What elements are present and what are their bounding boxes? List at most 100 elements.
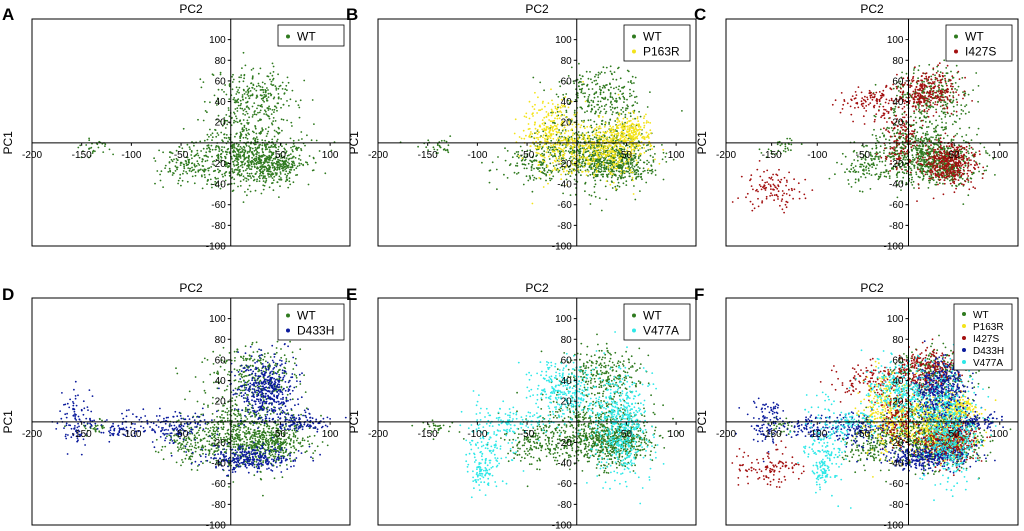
point [938, 115, 941, 117]
point [976, 133, 978, 136]
point [618, 170, 620, 173]
point [296, 147, 299, 150]
point [545, 125, 548, 128]
point [263, 144, 266, 147]
point [638, 155, 640, 158]
point [950, 140, 953, 142]
point [637, 125, 640, 128]
point [617, 164, 619, 167]
point [614, 154, 617, 156]
point [263, 96, 266, 98]
point [253, 131, 255, 134]
point [282, 160, 285, 163]
point [558, 110, 560, 113]
point [604, 158, 607, 160]
point [986, 165, 989, 168]
point [946, 147, 949, 150]
point [239, 135, 241, 138]
point [251, 86, 254, 89]
point [185, 156, 188, 159]
point [622, 92, 625, 95]
y-tick-label: -80 [211, 221, 226, 232]
point [597, 96, 599, 98]
point [573, 109, 576, 112]
point [538, 167, 541, 170]
point [280, 177, 282, 179]
point [567, 172, 570, 175]
point [931, 105, 933, 108]
point [261, 86, 264, 89]
point [935, 136, 937, 139]
point [952, 76, 955, 79]
point [633, 170, 636, 173]
point [538, 147, 541, 150]
point [643, 122, 645, 124]
point [265, 166, 267, 169]
point [581, 75, 584, 77]
point [259, 85, 262, 88]
point [903, 154, 906, 157]
point [892, 87, 895, 90]
point [228, 98, 231, 100]
point [245, 91, 247, 93]
point [945, 122, 947, 124]
point [627, 133, 630, 136]
point [271, 109, 274, 111]
point [613, 161, 616, 164]
point [615, 97, 618, 100]
point [580, 134, 583, 137]
point [275, 89, 278, 91]
point [259, 177, 261, 180]
point [247, 150, 249, 153]
point [290, 157, 292, 160]
point [224, 179, 227, 182]
point [562, 93, 565, 96]
point [209, 128, 211, 131]
point [920, 149, 923, 151]
point [935, 143, 937, 146]
point [241, 67, 243, 69]
point [923, 116, 926, 119]
point [904, 93, 906, 96]
point [214, 180, 217, 183]
point [79, 144, 82, 147]
point [930, 85, 933, 88]
point [553, 150, 556, 153]
point [542, 155, 544, 158]
point [609, 164, 612, 167]
point [628, 175, 631, 178]
point [269, 92, 272, 95]
point [559, 137, 562, 140]
point [285, 159, 287, 162]
point [623, 126, 626, 129]
point [922, 174, 925, 177]
point [581, 147, 584, 150]
point [260, 104, 263, 106]
point [581, 138, 583, 141]
point [658, 162, 661, 165]
point [549, 162, 552, 165]
point [959, 127, 961, 130]
point [629, 167, 632, 169]
point [206, 133, 209, 136]
point [620, 109, 623, 111]
point [535, 159, 538, 162]
y-tick-label: 20 [215, 118, 227, 129]
point [586, 125, 589, 128]
point [266, 161, 269, 164]
point [649, 143, 652, 145]
legend-label: WT [297, 30, 316, 44]
point [261, 148, 264, 151]
point [271, 122, 273, 125]
point [899, 162, 901, 165]
point [534, 145, 537, 148]
point [550, 88, 552, 91]
point [579, 164, 582, 166]
y-tick-label: 100 [555, 35, 572, 46]
point [277, 97, 280, 100]
point [593, 136, 596, 139]
point [578, 154, 581, 157]
point [881, 132, 884, 135]
point [879, 103, 882, 105]
point [623, 147, 626, 149]
